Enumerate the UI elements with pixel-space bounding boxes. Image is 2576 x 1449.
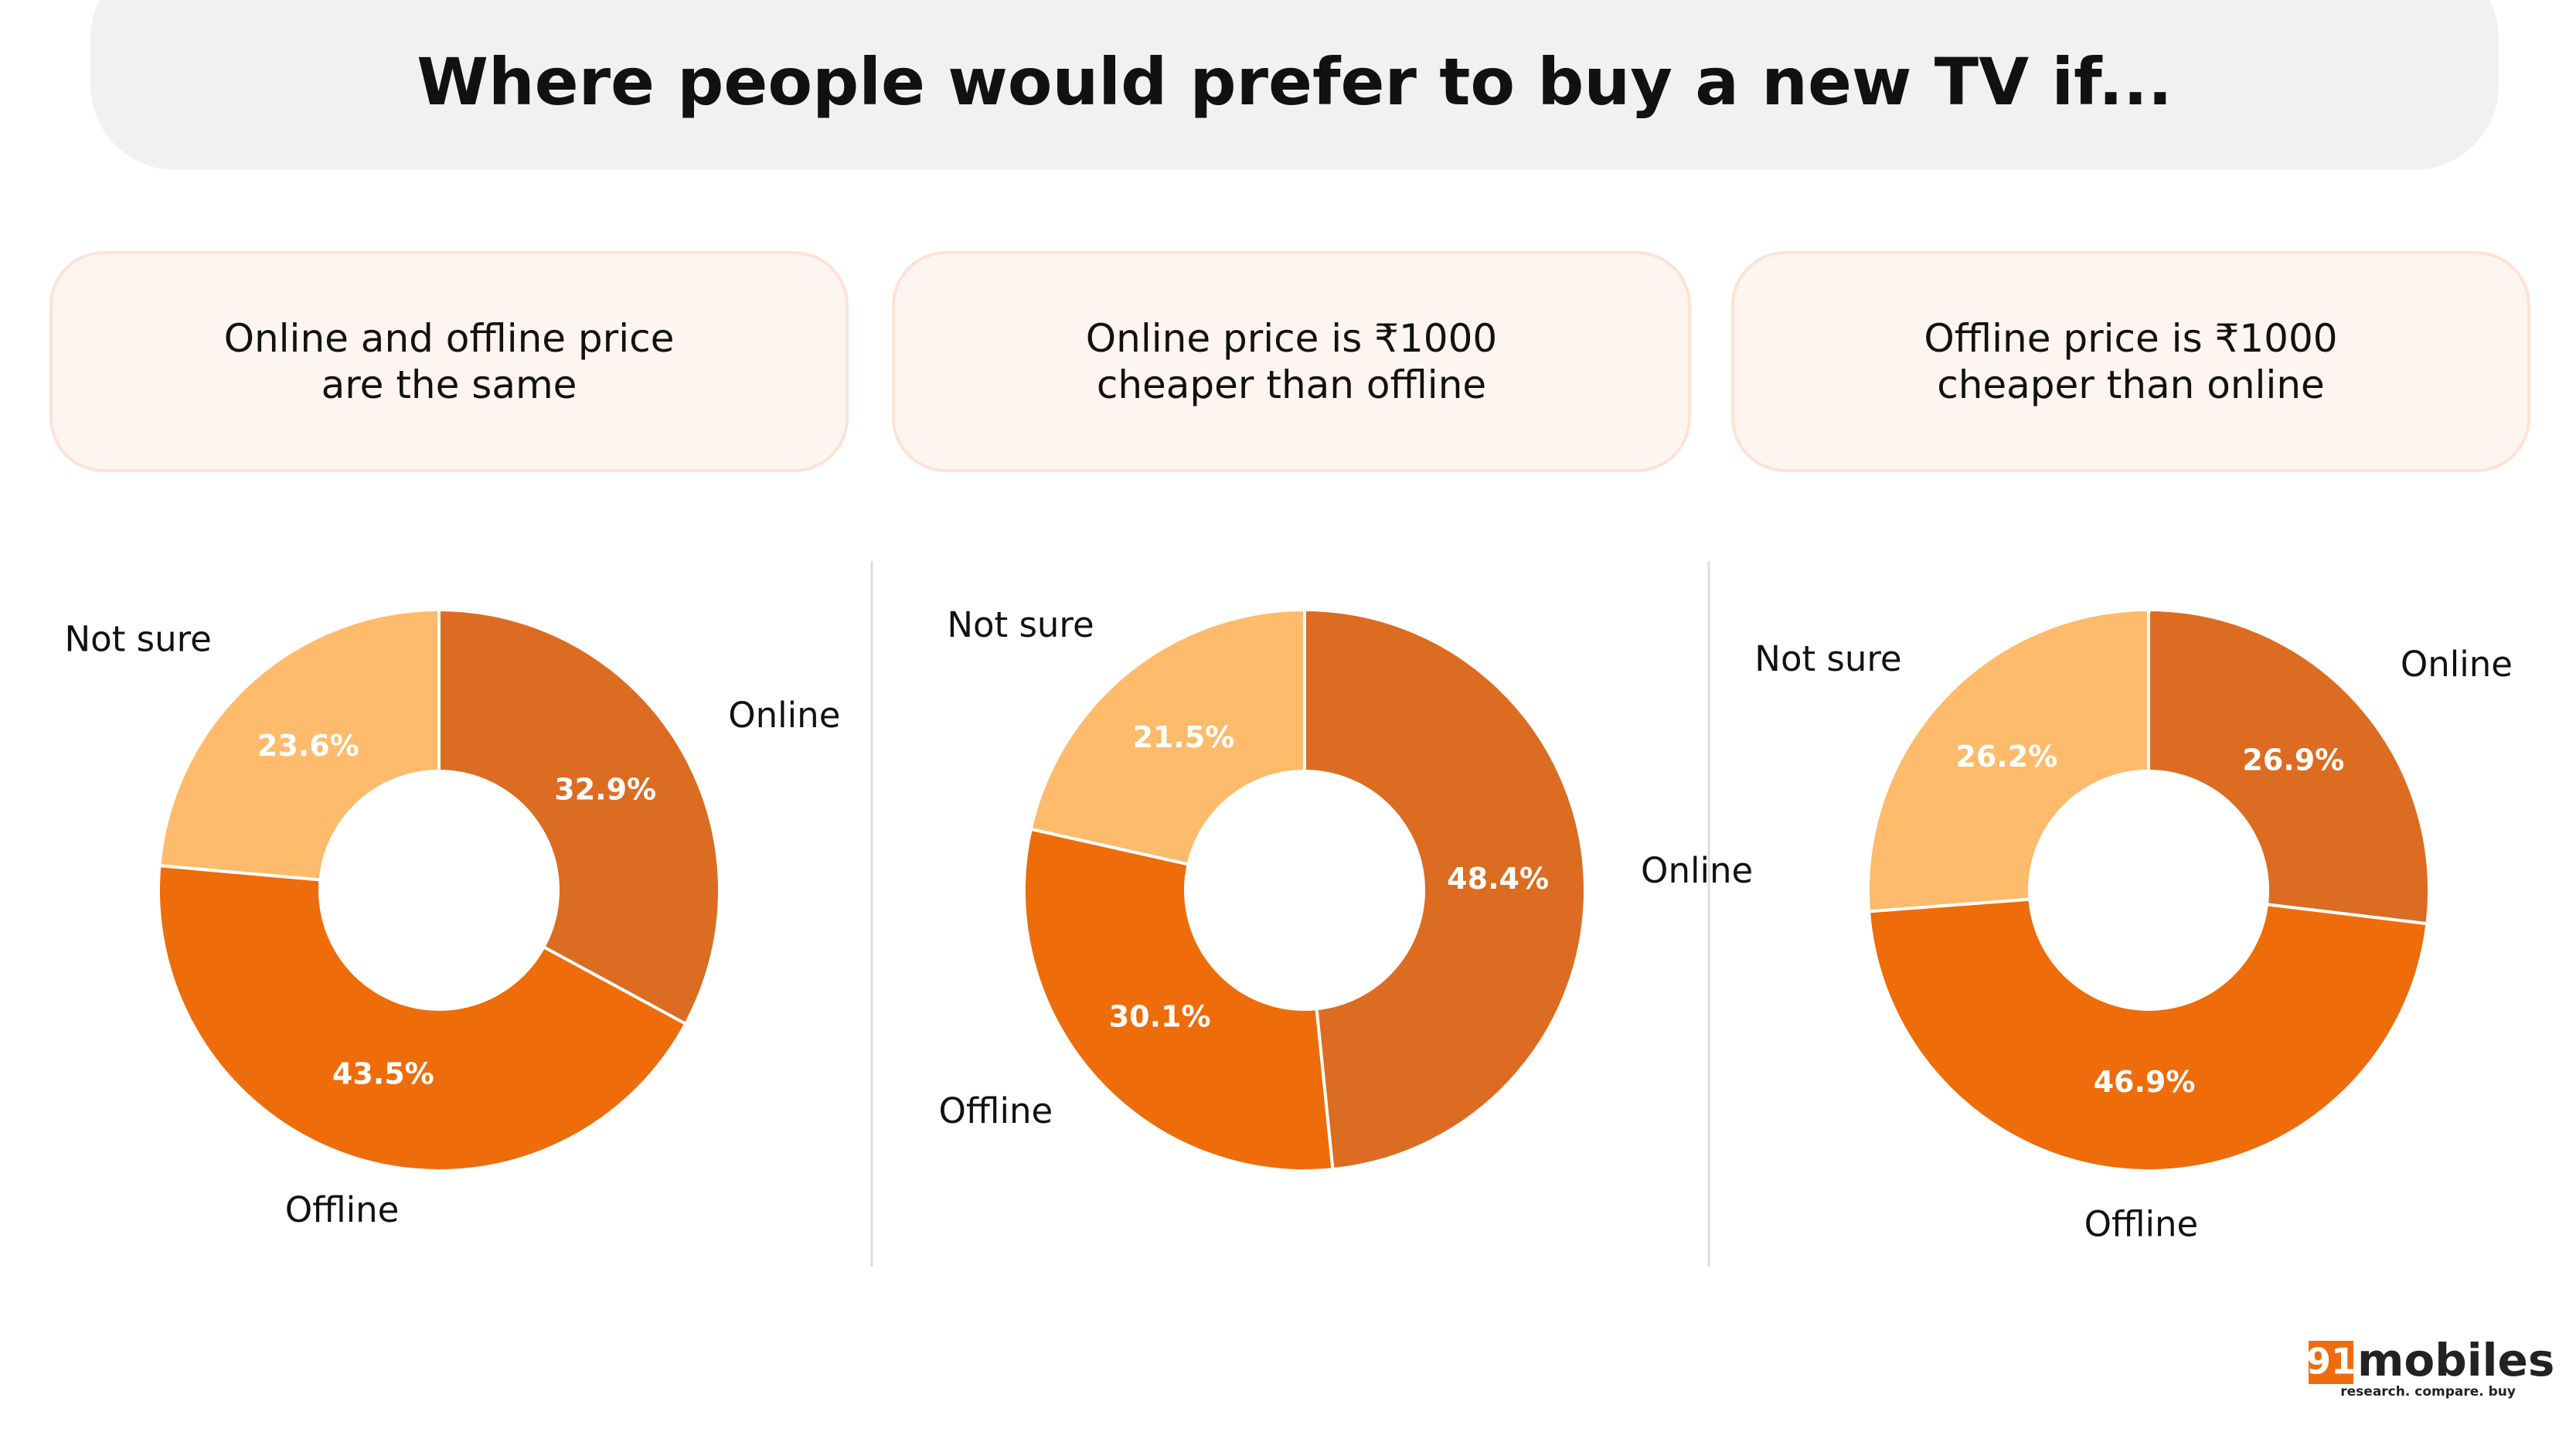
category-label: Not sure — [65, 619, 212, 660]
chart-title: Online and offline price are the same — [49, 251, 849, 472]
value-label: 32.9% — [554, 772, 656, 806]
category-label: Online — [728, 695, 840, 736]
slice — [1023, 827, 1335, 1172]
value-label: 30.1% — [1109, 1000, 1211, 1034]
slice — [1029, 607, 1306, 866]
category-label: Not sure — [1754, 638, 1901, 679]
category-label: Online — [1641, 850, 1753, 891]
header-band — [90, 0, 2499, 170]
slice — [157, 863, 688, 1172]
chart-title: Online price is ₹1000 cheaper than offli… — [892, 251, 1691, 472]
page-title: Where people would prefer to buy a new T… — [417, 44, 2173, 120]
logo-tagline: research. compare. buy — [2340, 1384, 2516, 1400]
value-label: 26.9% — [2242, 743, 2344, 777]
logo-number: 91 — [2306, 1341, 2356, 1383]
category-label: Offline — [939, 1090, 1053, 1131]
slice — [1866, 897, 2429, 1172]
value-label: 46.9% — [2094, 1065, 2196, 1099]
category-label: Offline — [285, 1189, 400, 1230]
category-label: Online — [2401, 644, 2513, 685]
value-label: 48.4% — [1447, 862, 1549, 896]
slice — [437, 607, 721, 1026]
value-label: 21.5% — [1132, 720, 1234, 754]
value-label: 23.6% — [257, 729, 359, 763]
value-label: 26.2% — [1955, 740, 2057, 774]
logo-box — [2309, 1341, 2353, 1384]
slice — [1866, 607, 2150, 913]
chart-title: Offline price is ₹1000 cheaper than onli… — [1731, 251, 2530, 472]
slice — [2147, 607, 2431, 926]
category-label: Offline — [2084, 1203, 2199, 1244]
category-label: Not sure — [947, 604, 1094, 645]
slice — [158, 607, 441, 882]
value-label: 43.5% — [332, 1056, 434, 1090]
slice — [1303, 607, 1587, 1172]
logo-name: mobiles — [2357, 1334, 2554, 1386]
